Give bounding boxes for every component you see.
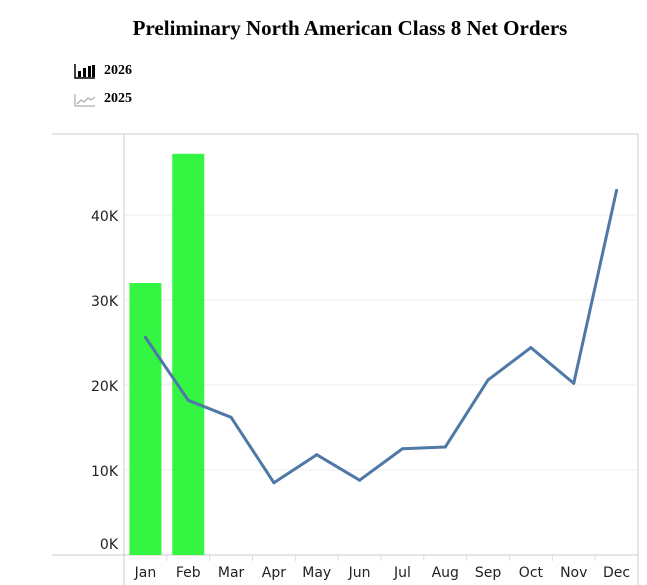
bar-feb [172, 153, 205, 556]
line-2025 [144, 190, 619, 485]
point-mar [229, 415, 233, 419]
line-chart-icon [74, 94, 96, 107]
y-tick-label: 40K [91, 209, 119, 225]
y-tick-label: 30K [91, 294, 119, 310]
legend-item-2025[interactable]: 2025 [74, 91, 132, 107]
x-tick-label: Feb [176, 565, 201, 581]
point-nov [572, 381, 576, 385]
x-tick-label: Sep [475, 565, 502, 581]
y-tick-label: 20K [91, 379, 119, 395]
point-apr [272, 481, 276, 485]
legend-label: 2025 [104, 91, 132, 106]
point-oct [529, 346, 533, 350]
point-dec [615, 188, 619, 192]
x-tick-label: Apr [262, 565, 286, 581]
x-tick-label: Jul [393, 565, 411, 581]
chart-title: Preliminary North American Class 8 Net O… [132, 16, 568, 40]
x-tick-label: Aug [432, 565, 459, 581]
point-jul [400, 447, 404, 451]
point-feb [186, 398, 190, 402]
legend-item-2026[interactable]: 2026 [74, 63, 132, 79]
x-tick-label: May [302, 565, 331, 581]
x-tick-label: Oct [519, 565, 544, 581]
point-sep [486, 378, 490, 382]
x-tick-label: Dec [603, 565, 630, 581]
x-tick-label: Mar [218, 565, 245, 581]
point-jan [143, 335, 147, 339]
x-tick-label: Nov [560, 565, 587, 581]
bar-jan [129, 283, 162, 555]
y-tick-label: 10K [91, 464, 119, 480]
point-may [315, 453, 319, 457]
point-aug [443, 445, 447, 449]
x-tick-label: Jan [134, 565, 157, 581]
bar-chart-icon [74, 64, 95, 79]
legend-label: 2026 [104, 63, 132, 78]
x-tick-label: Jun [348, 565, 371, 581]
y-tick-label: 0K [100, 537, 119, 553]
point-jun [358, 478, 362, 482]
